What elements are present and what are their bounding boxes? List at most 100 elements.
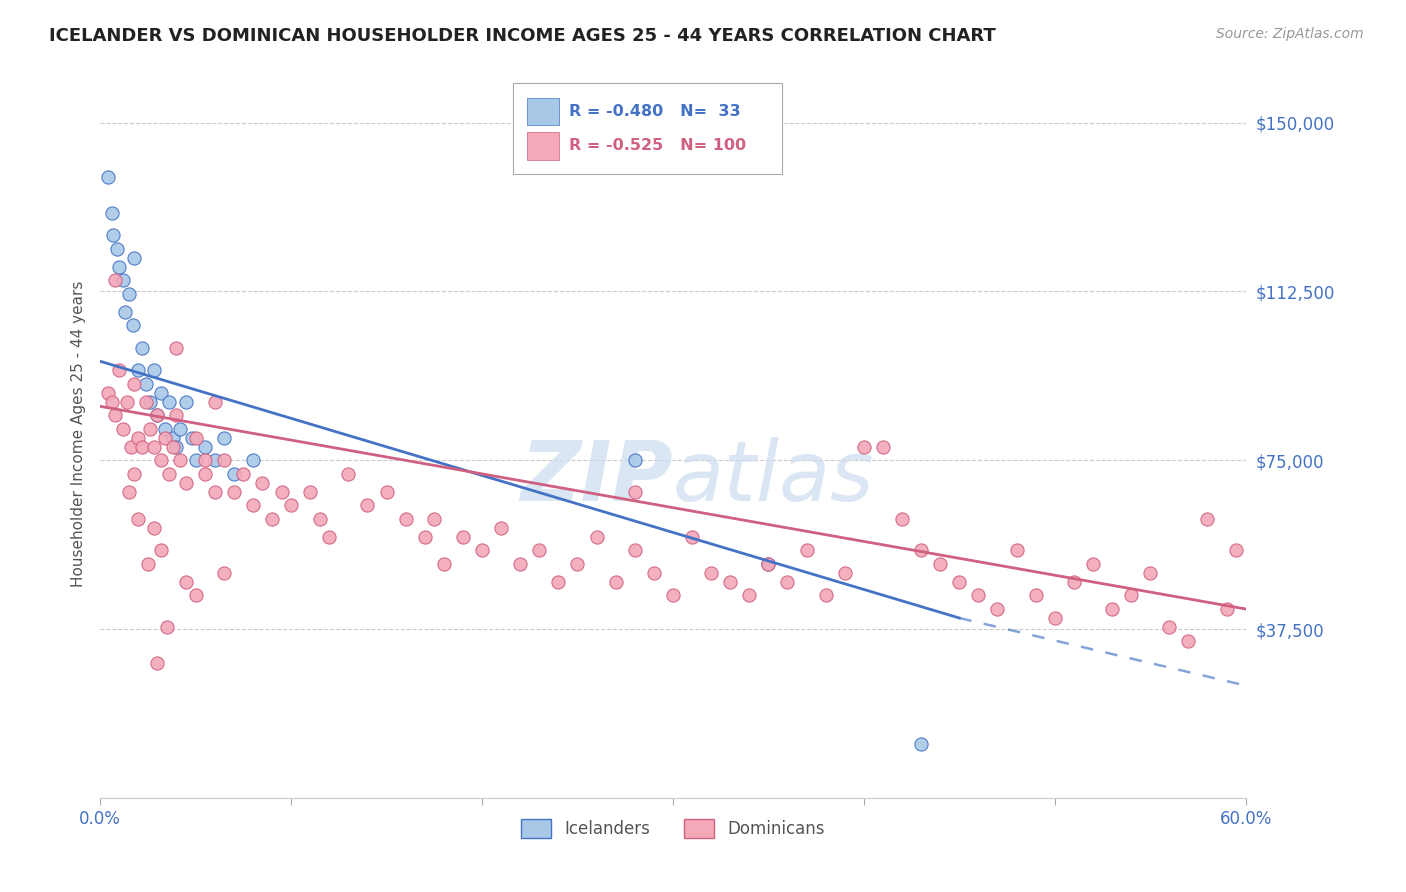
Point — [1005, 543, 1028, 558]
Point — [162, 440, 184, 454]
Point — [136, 557, 159, 571]
Point — [1225, 543, 1247, 558]
Point — [605, 574, 627, 589]
Point — [252, 475, 274, 490]
Point — [156, 620, 179, 634]
Point — [796, 543, 818, 558]
Point — [891, 512, 914, 526]
Point — [776, 574, 799, 589]
Point — [567, 557, 589, 571]
Legend: Icelanders, Dominicans: Icelanders, Dominicans — [515, 812, 831, 845]
Point — [718, 574, 741, 589]
Point — [623, 453, 645, 467]
Point — [948, 574, 970, 589]
Point — [910, 543, 932, 558]
Point — [585, 530, 607, 544]
Point — [157, 467, 180, 481]
Point — [700, 566, 723, 580]
Point — [124, 251, 146, 265]
Point — [394, 512, 416, 526]
Point — [135, 394, 157, 409]
Point — [131, 440, 153, 454]
Point — [1119, 589, 1142, 603]
Point — [212, 453, 235, 467]
Point — [212, 566, 235, 580]
Point — [166, 341, 188, 355]
Point — [967, 589, 990, 603]
Point — [104, 409, 127, 423]
Point — [489, 521, 512, 535]
Point — [1101, 602, 1123, 616]
Point — [153, 431, 176, 445]
Point — [169, 453, 191, 467]
Point — [232, 467, 254, 481]
Point — [308, 512, 330, 526]
Point — [260, 512, 283, 526]
FancyBboxPatch shape — [513, 83, 782, 174]
Point — [100, 394, 122, 409]
Point — [756, 557, 779, 571]
Text: Source: ZipAtlas.com: Source: ZipAtlas.com — [1216, 27, 1364, 41]
Point — [97, 169, 120, 184]
Point — [222, 467, 245, 481]
Point — [814, 589, 837, 603]
Point — [643, 566, 665, 580]
Point — [1063, 574, 1085, 589]
Point — [1139, 566, 1161, 580]
Point — [108, 260, 131, 274]
Point — [1081, 557, 1104, 571]
Y-axis label: Householder Income Ages 25 - 44 years: Householder Income Ages 25 - 44 years — [72, 280, 86, 587]
Text: ZIP: ZIP — [520, 436, 673, 517]
Point — [124, 467, 146, 481]
Point — [337, 467, 360, 481]
Point — [169, 422, 191, 436]
Point — [127, 512, 149, 526]
Point — [423, 512, 446, 526]
Point — [131, 341, 153, 355]
Point — [139, 422, 162, 436]
Point — [852, 440, 875, 454]
Point — [108, 363, 131, 377]
Point — [146, 656, 169, 670]
Point — [242, 499, 264, 513]
Point — [97, 385, 120, 400]
Point — [299, 484, 322, 499]
Point — [150, 543, 173, 558]
Point — [174, 574, 197, 589]
Point — [127, 363, 149, 377]
Point — [204, 394, 226, 409]
Point — [118, 286, 141, 301]
Point — [146, 409, 169, 423]
Point — [756, 557, 779, 571]
Point — [662, 589, 685, 603]
Point — [280, 499, 302, 513]
Point — [1197, 512, 1219, 526]
Point — [120, 440, 142, 454]
Point — [162, 431, 184, 445]
Text: ICELANDER VS DOMINICAN HOUSEHOLDER INCOME AGES 25 - 44 YEARS CORRELATION CHART: ICELANDER VS DOMINICAN HOUSEHOLDER INCOM… — [49, 27, 995, 45]
Point — [204, 484, 226, 499]
Point — [115, 394, 138, 409]
Point — [104, 273, 127, 287]
Point — [146, 409, 169, 423]
Point — [139, 394, 162, 409]
Point — [118, 484, 141, 499]
Point — [112, 422, 135, 436]
Point — [153, 422, 176, 436]
Point — [1177, 633, 1199, 648]
Point — [375, 484, 398, 499]
Point — [270, 484, 292, 499]
Point — [433, 557, 456, 571]
Point — [114, 304, 136, 318]
Point — [174, 475, 197, 490]
Point — [124, 376, 146, 391]
Point — [834, 566, 856, 580]
Bar — [527, 98, 560, 126]
Point — [222, 484, 245, 499]
Point — [166, 440, 188, 454]
Point — [105, 242, 128, 256]
Point — [356, 499, 378, 513]
Point — [413, 530, 436, 544]
Point — [194, 453, 217, 467]
Point — [1043, 611, 1066, 625]
